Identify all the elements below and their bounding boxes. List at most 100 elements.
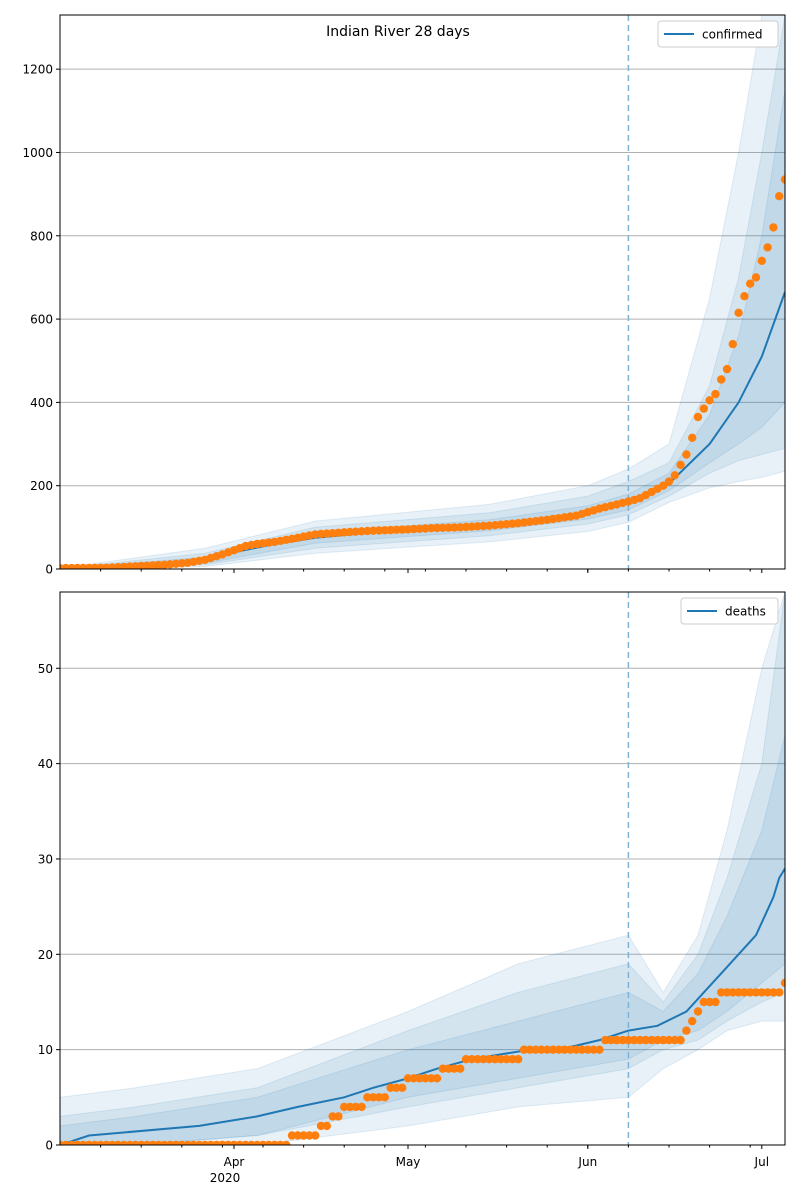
confirmed-y-tick-label: 400 — [30, 396, 53, 410]
deaths-observed-point — [647, 1035, 656, 1045]
deaths-observed-point — [525, 1045, 534, 1054]
deaths-observed-point — [653, 1035, 662, 1045]
confirmed-observed-point — [775, 192, 784, 201]
confirmed-gridlines — [60, 68, 785, 570]
confirmed-observed-point — [682, 450, 691, 459]
deaths-uncertainty-bands — [60, 592, 785, 1145]
deaths-observed-point — [398, 1083, 407, 1093]
deaths-observed-point — [740, 988, 749, 997]
x-tick-label: Apr — [224, 1155, 245, 1169]
deaths-observed-point — [496, 1055, 505, 1064]
x-tick-label: Jul — [754, 1155, 769, 1169]
deaths-observed-point — [630, 1035, 639, 1045]
confirmed-observed-point — [740, 292, 749, 301]
deaths-observed-points — [60, 978, 785, 1145]
confirmed-observed-point — [717, 375, 726, 384]
deaths-observed-point — [305, 1131, 314, 1140]
deaths-observed-point — [664, 1035, 674, 1045]
confirmed-observed-point — [728, 339, 737, 349]
deaths-observed-point — [537, 1045, 546, 1054]
deaths-observed-point — [345, 1102, 355, 1112]
confirmed-observed-point — [659, 481, 668, 490]
deaths-observed-point — [763, 988, 772, 997]
deaths-observed-point — [543, 1045, 552, 1054]
deaths-observed-point — [682, 1026, 691, 1035]
deaths-observed-point — [461, 1055, 471, 1064]
deaths-observed-point — [595, 1045, 604, 1054]
deaths-legend: deaths — [680, 597, 779, 625]
confirmed-observed-point — [705, 396, 714, 405]
deaths-observed-point — [316, 1121, 326, 1131]
confirmed-observed-point — [751, 273, 761, 282]
confirmed-observed-point — [699, 404, 708, 413]
legend-label-deaths: deaths — [725, 605, 766, 619]
deaths-observed-point — [757, 988, 766, 997]
deaths-observed-point — [577, 1045, 587, 1054]
deaths-observed-point — [432, 1074, 442, 1083]
deaths-observed-point — [444, 1064, 453, 1073]
deaths-observed-point — [490, 1055, 500, 1064]
confirmed-observed-point — [693, 412, 703, 422]
confirmed-observed-points — [60, 175, 785, 569]
deaths-observed-point — [427, 1074, 436, 1083]
confirmed-panel: 0 200 400 600 800 1000 1200 Indian River 28 da… — [22, 14, 786, 577]
deaths-panel: 0 10 20 30 40 50 Apr May Jun Jul 2020 deaths — [38, 591, 786, 1185]
deaths-observed-point — [659, 1035, 668, 1045]
confirmed-uncertainty-bands — [60, 15, 785, 569]
deaths-observed-point — [711, 997, 720, 1007]
deaths-observed-point — [606, 1035, 616, 1045]
x-tick-label: Jun — [577, 1155, 597, 1169]
confirmed-x-ticks — [100, 569, 763, 573]
deaths-band-1 — [60, 592, 785, 1145]
deaths-y-ticks: 0 10 20 30 40 50 — [38, 662, 60, 1153]
deaths-observed-point — [392, 1083, 401, 1093]
confirmed-band-2 — [60, 89, 785, 569]
deaths-y-tick-label: 10 — [38, 1043, 53, 1057]
confirmed-observed-point — [746, 279, 755, 288]
deaths-observed-point — [409, 1074, 418, 1083]
confirmed-observed-point — [711, 389, 720, 399]
deaths-observed-point — [421, 1074, 430, 1083]
deaths-observed-point — [589, 1045, 598, 1054]
deaths-observed-point — [380, 1093, 389, 1102]
deaths-observed-point — [456, 1064, 465, 1073]
deaths-observed-point — [780, 978, 785, 988]
deaths-observed-point — [531, 1045, 540, 1054]
deaths-observed-point — [728, 988, 737, 997]
deaths-observed-point — [612, 1035, 621, 1045]
confirmed-y-tick-label: 1000 — [22, 146, 53, 160]
deaths-observed-point — [282, 1140, 291, 1145]
deaths-observed-point — [751, 988, 761, 997]
confirmed-band-1 — [60, 15, 785, 569]
deaths-observed-point — [340, 1102, 349, 1112]
confirmed-observed-point — [688, 433, 697, 442]
deaths-observed-point — [746, 988, 755, 997]
confirmed-y-tick-label: 1200 — [22, 63, 53, 77]
deaths-y-tick-label: 40 — [38, 757, 53, 771]
deaths-observed-point — [717, 988, 726, 997]
deaths-x-ticks: Apr May Jun Jul — [100, 1145, 769, 1169]
deaths-observed-point — [386, 1083, 395, 1093]
deaths-observed-point — [688, 1016, 697, 1026]
deaths-observed-point — [502, 1055, 511, 1064]
deaths-y-tick-label: 20 — [38, 948, 53, 962]
deaths-observed-point — [705, 997, 714, 1007]
deaths-observed-point — [769, 988, 778, 997]
deaths-observed-point — [572, 1045, 581, 1054]
deaths-observed-point — [485, 1055, 494, 1064]
deaths-observed-point — [693, 1007, 703, 1016]
deaths-observed-point — [618, 1035, 627, 1045]
deaths-observed-point — [473, 1055, 482, 1064]
deaths-observed-point — [403, 1074, 413, 1083]
confirmed-observed-point — [763, 243, 772, 252]
x-year-label: 2020 — [210, 1171, 241, 1185]
deaths-observed-point — [351, 1102, 360, 1112]
deaths-observed-point — [676, 1035, 685, 1045]
confirmed-observed-point — [664, 477, 674, 486]
deaths-observed-point — [601, 1035, 610, 1045]
confirmed-observed-point — [438, 523, 447, 532]
deaths-observed-point — [519, 1045, 529, 1054]
deaths-y-tick-label: 30 — [38, 852, 53, 866]
confirmed-observed-point — [676, 460, 685, 470]
